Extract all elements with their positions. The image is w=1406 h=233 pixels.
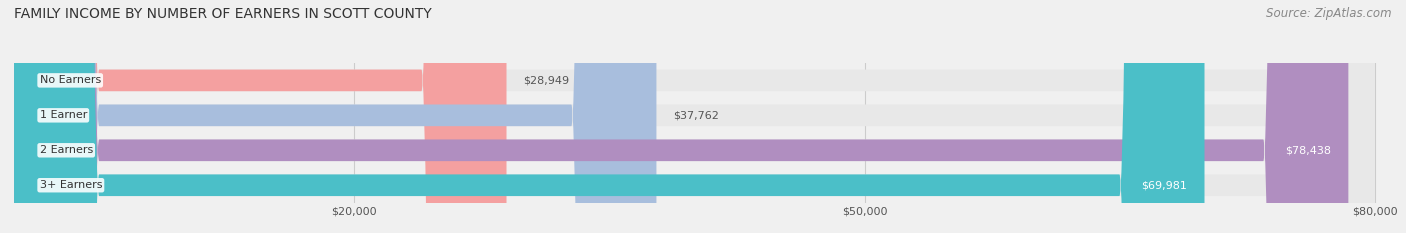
Text: No Earners: No Earners [39, 75, 101, 85]
FancyBboxPatch shape [14, 0, 1375, 233]
Text: $28,949: $28,949 [523, 75, 569, 85]
FancyBboxPatch shape [14, 0, 1375, 233]
Text: Source: ZipAtlas.com: Source: ZipAtlas.com [1267, 7, 1392, 20]
Text: $69,981: $69,981 [1142, 180, 1188, 190]
Text: 2 Earners: 2 Earners [39, 145, 93, 155]
Text: FAMILY INCOME BY NUMBER OF EARNERS IN SCOTT COUNTY: FAMILY INCOME BY NUMBER OF EARNERS IN SC… [14, 7, 432, 21]
FancyBboxPatch shape [14, 0, 1375, 233]
FancyBboxPatch shape [14, 0, 506, 233]
FancyBboxPatch shape [14, 0, 1348, 233]
Text: $78,438: $78,438 [1285, 145, 1331, 155]
Text: $37,762: $37,762 [673, 110, 720, 120]
Text: 3+ Earners: 3+ Earners [39, 180, 103, 190]
FancyBboxPatch shape [14, 0, 1375, 233]
Text: 1 Earner: 1 Earner [39, 110, 87, 120]
FancyBboxPatch shape [14, 0, 1205, 233]
FancyBboxPatch shape [14, 0, 657, 233]
